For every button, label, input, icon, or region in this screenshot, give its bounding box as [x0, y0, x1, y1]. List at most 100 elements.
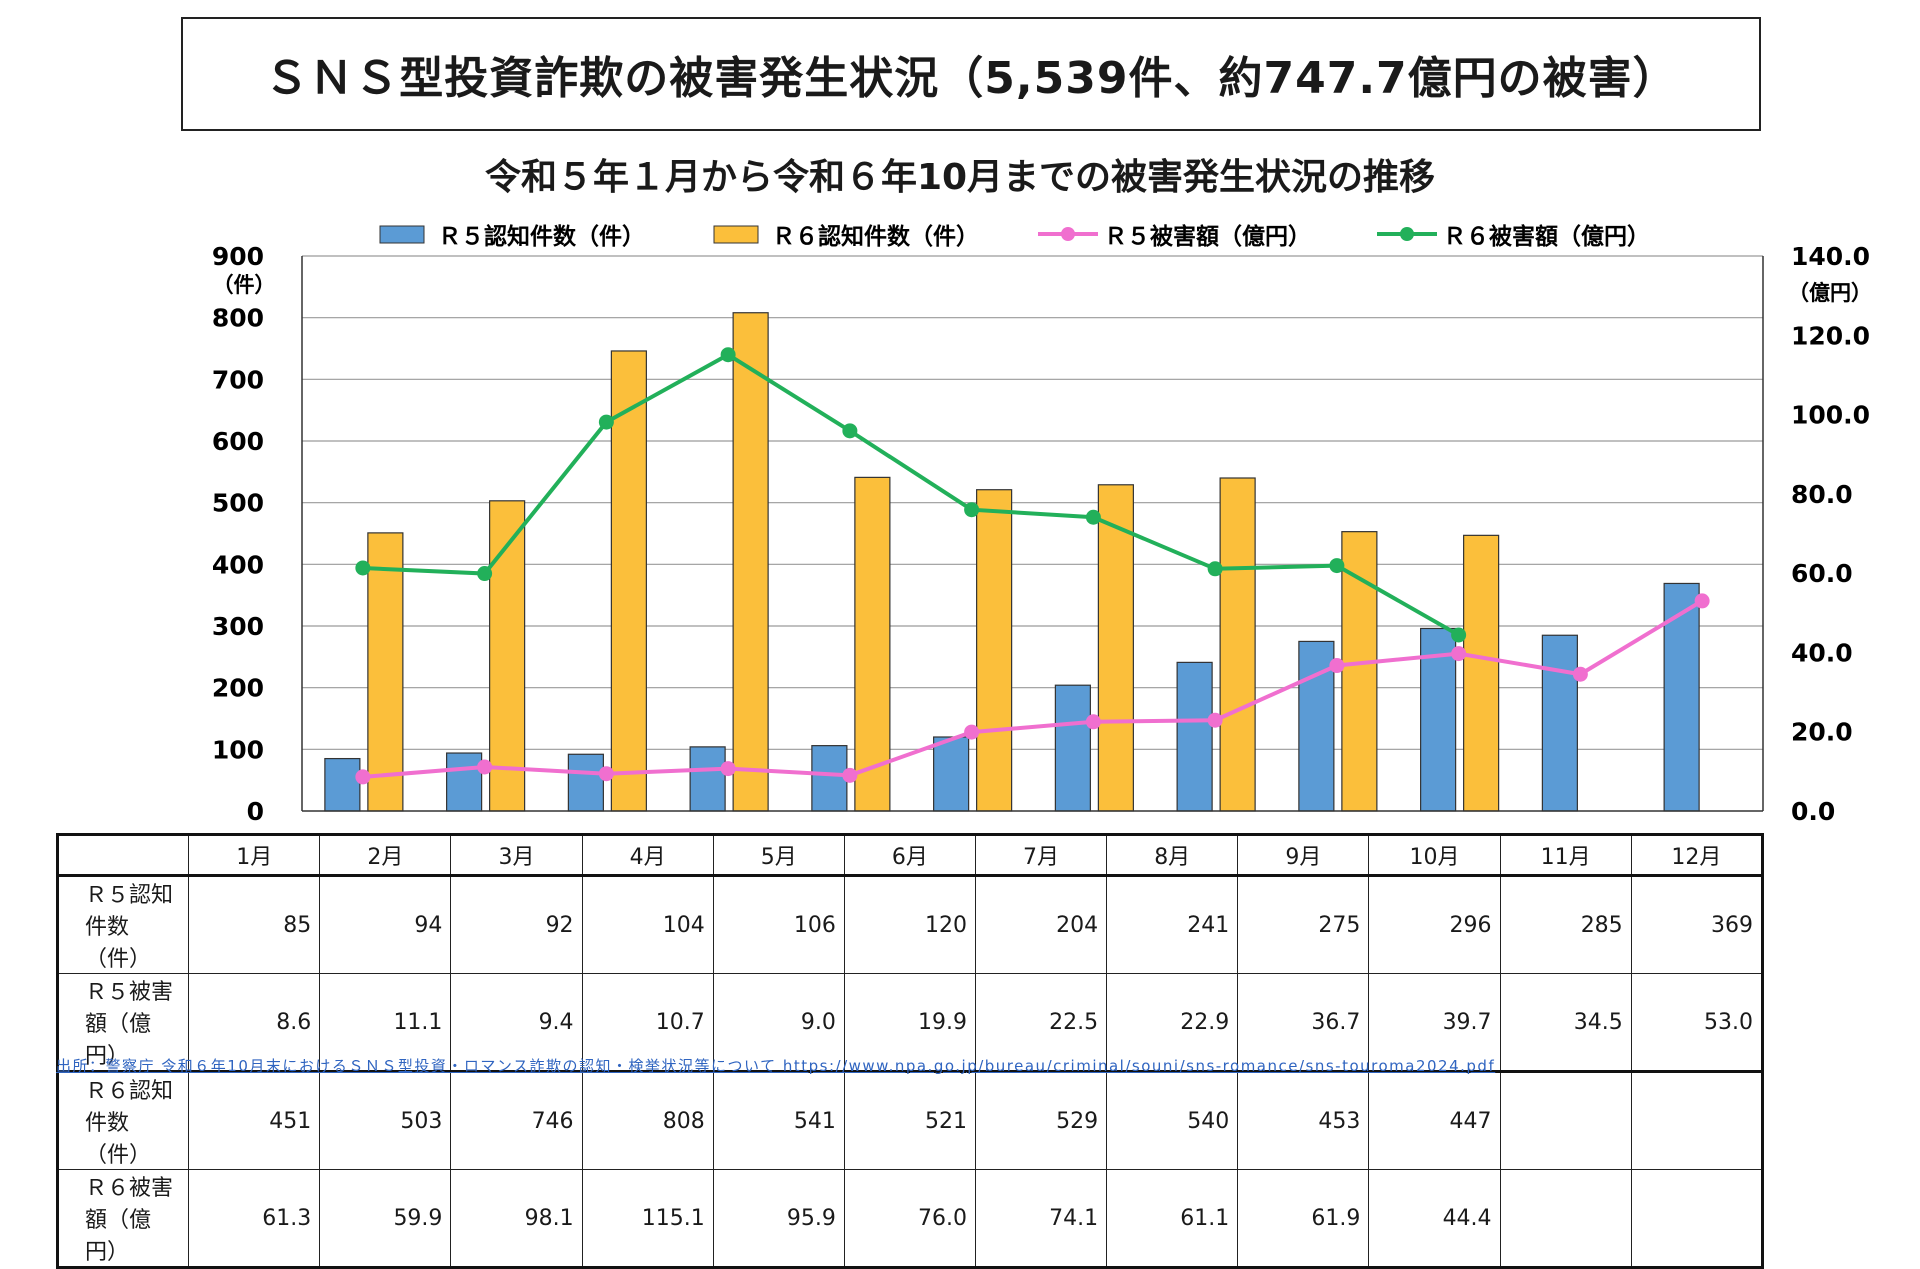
- table-header-cell: 2月: [319, 834, 452, 877]
- r6-count-bar: [489, 500, 526, 812]
- table-row: Ｒ６被害額（億円） 61.3 59.9 98.1 115.1 95.9 76.0 74.1 61…: [56, 1169, 1764, 1268]
- table-cell: 540: [1106, 1070, 1239, 1170]
- table-cell: 34.5: [1499, 973, 1632, 1072]
- table-cell: 241: [1106, 875, 1239, 974]
- r5-count-bar: [1298, 640, 1335, 812]
- r6-count-bar: [1219, 477, 1256, 812]
- left-tick-label: 500: [212, 489, 264, 518]
- table-cell: 44.4: [1368, 1169, 1501, 1268]
- r5-count-bar: [1054, 684, 1091, 812]
- left-tick-label: 800: [212, 304, 264, 333]
- left-tick-label: 0: [247, 797, 264, 826]
- table-cell: 59.9: [319, 1169, 452, 1268]
- left-axis-unit: （件）: [213, 273, 276, 297]
- table-cell: [1630, 1169, 1764, 1268]
- title-box: ＳＮＳ型投資詐欺の被害発生状況（5,539件、約747.7億円の被害）: [181, 17, 1761, 131]
- table-header-row: 1月 2月 3月 4月 5月 6月 7月 8月 9月 10月 11月 12月: [56, 834, 1764, 877]
- table-row: Ｒ５被害額（億円） 8.6 11.1 9.4 10.7 9.0 19.9 22.5 22.9 36…: [56, 973, 1764, 1072]
- r6-count-bar: [732, 312, 769, 812]
- r5-count-bar: [1176, 661, 1213, 812]
- table-cell: 451: [188, 1070, 321, 1170]
- r6-damage-point: [1207, 561, 1223, 577]
- legend-swatch: [379, 225, 425, 244]
- table-cell: 61.3: [188, 1169, 321, 1268]
- table-cell: 453: [1237, 1070, 1370, 1170]
- table-cell: 746: [450, 1070, 583, 1170]
- right-tick-label: 0.0: [1791, 797, 1835, 826]
- r5-count-bar: [1541, 634, 1578, 812]
- r5-count-bar: [933, 736, 970, 812]
- r5-damage-point: [964, 724, 980, 740]
- right-axis-unit: （億円）: [1788, 281, 1872, 305]
- table-cell: 53.0: [1630, 973, 1764, 1072]
- table-row: Ｒ５認知件数（件） 85 94 92 104 106 120 204 241 275 296 285 3…: [56, 875, 1764, 974]
- r6-damage-point: [1085, 509, 1101, 525]
- r6-damage-point: [964, 502, 980, 518]
- table-cell: 19.9: [843, 973, 976, 1072]
- table-cell: 76.0: [843, 1169, 976, 1268]
- table-header-cell: 10月: [1368, 834, 1501, 877]
- left-tick-label: 100: [212, 735, 264, 764]
- legend-label: Ｒ６被害額（億円）: [1443, 223, 1650, 250]
- legend-marker: [1400, 227, 1414, 241]
- table-cell: 94: [319, 875, 452, 974]
- r5-damage-point: [1329, 658, 1345, 674]
- table-cell: 74.1: [974, 1169, 1108, 1268]
- table-cell: 447: [1368, 1070, 1501, 1170]
- table-header-cell: 1月: [188, 834, 321, 877]
- table-row-label: Ｒ６認知件数（件）: [56, 1070, 190, 1170]
- table-row-label: Ｒ５被害額（億円）: [56, 973, 190, 1072]
- table-cell: 120: [843, 875, 976, 974]
- left-tick-label: 900: [212, 242, 264, 271]
- left-tick-label: 300: [212, 612, 264, 641]
- table-header-cell: 6月: [843, 834, 976, 877]
- right-tick-label: 40.0: [1791, 638, 1853, 667]
- table-header-cell: 12月: [1630, 834, 1764, 877]
- r5-damage-line: [362, 599, 1704, 779]
- table-cell: 369: [1630, 875, 1764, 974]
- combo-chart: 0 100 200 300 400 500 600 700 800 900（件） 0.0 20.0 40…: [212, 223, 1872, 826]
- table-cell: 275: [1237, 875, 1370, 974]
- table-cell: 204: [974, 875, 1108, 974]
- table-cell: 92: [450, 875, 583, 974]
- table-cell: 9.4: [450, 973, 583, 1072]
- table-cell: 61.1: [1106, 1169, 1239, 1268]
- legend-label: Ｒ５認知件数（件）: [438, 223, 645, 250]
- table-cell: 98.1: [450, 1169, 583, 1268]
- legend-label: Ｒ６認知件数（件）: [772, 223, 979, 250]
- table-header-cell: 5月: [712, 834, 845, 877]
- r6-count-bar: [367, 532, 404, 812]
- legend-marker: [1061, 227, 1075, 241]
- r6-damage-point: [1329, 558, 1345, 574]
- table-cell: [1630, 1070, 1764, 1170]
- table-cell: 8.6: [188, 973, 321, 1072]
- table-cell: 61.9: [1237, 1169, 1370, 1268]
- page-title: ＳＮＳ型投資詐欺の被害発生状況（5,539件、約747.7億円の被害）: [264, 53, 1678, 104]
- source-link[interactable]: 出所：警察庁 令和６年10月末におけるＳＮＳ型投資・ロマンス詐欺の認知・検挙状況…: [56, 1057, 1496, 1075]
- table-cell: 104: [581, 875, 714, 974]
- table-row-label: Ｒ６被害額（億円）: [56, 1169, 190, 1268]
- left-tick-label: 200: [212, 674, 264, 703]
- r6-count-bar: [1463, 534, 1500, 812]
- table-cell: 11.1: [319, 973, 452, 1072]
- r6-damage-point: [842, 423, 858, 439]
- legend-label: Ｒ５被害額（億円）: [1104, 223, 1311, 250]
- r6-damage-point: [720, 347, 736, 363]
- r5-damage-point: [720, 761, 736, 777]
- r5-damage-point: [355, 769, 371, 785]
- table-cell: 106: [712, 875, 845, 974]
- left-tick-label: 700: [212, 365, 264, 394]
- r5-count-bar: [689, 746, 726, 812]
- table-header-cell: 11月: [1499, 834, 1632, 877]
- table-row: Ｒ６認知件数（件） 451 503 746 808 541 521 529 540 453 447: [56, 1070, 1764, 1170]
- r5-damage-point: [1694, 593, 1710, 609]
- r5-count-bar: [811, 745, 848, 812]
- table-header-cell: 9月: [1237, 834, 1370, 877]
- right-tick-label: 100.0: [1791, 401, 1870, 430]
- r5-damage-point: [1207, 712, 1223, 728]
- r6-count-bar: [976, 489, 1013, 812]
- right-tick-label: 60.0: [1791, 559, 1853, 588]
- r5-damage-point: [1085, 714, 1101, 730]
- table-cell: 22.9: [1106, 973, 1239, 1072]
- right-tick-label: 20.0: [1791, 718, 1853, 747]
